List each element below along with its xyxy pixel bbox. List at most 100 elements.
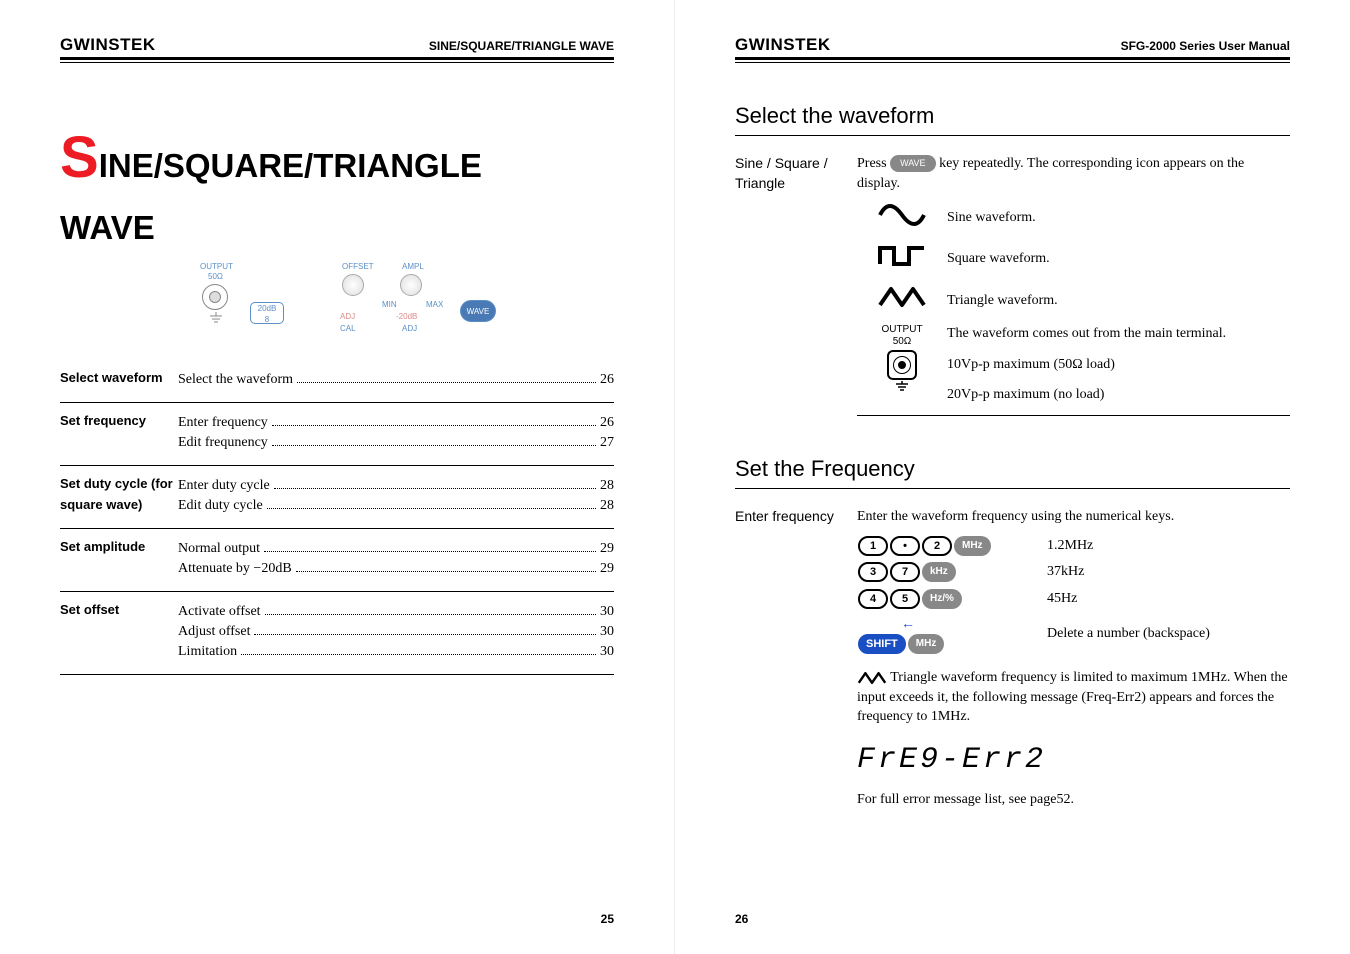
divider	[857, 415, 1290, 416]
toc-text: Limitation	[178, 644, 237, 660]
num-key: 2	[922, 536, 952, 556]
shift-key: SHIFT	[858, 634, 906, 654]
key-sequence: 1•2MHz	[857, 536, 1047, 557]
toc-text: Edit duty cycle	[178, 498, 263, 514]
toc-row: Activate offset30	[178, 604, 614, 620]
toc-row: Enter frequency 26	[178, 415, 614, 431]
brand-logo: GWINSTEK	[735, 35, 831, 55]
triangle-note-icon	[857, 669, 887, 687]
unit-key: MHz	[954, 536, 991, 556]
header-left: GWINSTEK SINE/SQUARE/TRIANGLE WAVE	[60, 35, 614, 60]
block-label: Enter frequency	[735, 507, 857, 810]
wave-desc: Triangle waveform.	[947, 291, 1290, 311]
wave-desc: Sine waveform.	[947, 208, 1290, 228]
toc-page: 28	[600, 498, 614, 514]
unit-key: Hz/%	[922, 589, 962, 609]
bnc-connector-icon	[202, 284, 228, 310]
header-manual-title: SFG-2000 Series User Manual	[1121, 39, 1290, 53]
header-rule	[735, 62, 1290, 63]
toc-row: Edit frequnency 27	[178, 435, 614, 451]
toc-label: Set frequency	[60, 411, 178, 455]
panel-illustration: OUTPUT 50Ω 20dB8 OFFSET ADJ CAL AMPL MIN…	[180, 262, 510, 342]
toc-dots	[264, 551, 596, 552]
block-enter-frequency: Enter frequency Enter the waveform frequ…	[735, 507, 1290, 810]
freq-example-row: 45Hz/% 45Hz	[857, 589, 1290, 610]
toc-row: Attenuate by −20dB29	[178, 561, 614, 577]
m20db-label: -20dB	[396, 312, 417, 321]
num-key: 5	[890, 589, 920, 609]
output-desc: The waveform comes out from the main ter…	[947, 324, 1290, 405]
btn-20db: 20dB8	[250, 302, 284, 324]
toc-items: Select the waveform 26	[178, 368, 614, 392]
mhz-key: MHz	[908, 634, 945, 654]
max-label: MAX	[426, 300, 443, 309]
ground-icon	[210, 312, 222, 326]
toc-group: Set amplitudeNormal output29Attenuate by…	[60, 529, 614, 592]
toc-page: 30	[600, 624, 614, 640]
toc-page: 30	[600, 644, 614, 660]
result-text: 37kHz	[1047, 562, 1084, 582]
toc-row: Normal output 29	[178, 541, 614, 557]
num-key: 4	[858, 589, 888, 609]
block-body: Press WAVE key repeatedly. The correspon…	[857, 154, 1290, 416]
cal-label: CAL	[340, 324, 356, 333]
toc-row: Limitation 30	[178, 644, 614, 660]
block-label: Sine / Square / Triangle	[735, 154, 857, 416]
toc-items: Enter duty cycle28Edit duty cycle28	[178, 474, 614, 518]
num-key: 1	[858, 536, 888, 556]
page-left: GWINSTEK SINE/SQUARE/TRIANGLE WAVE SINE/…	[0, 0, 675, 954]
toc-page: 29	[600, 561, 614, 577]
adj2-label: ADJ	[402, 324, 417, 333]
backspace-arrow-icon: ←	[901, 617, 915, 632]
toc-items: Activate offset30Adjust offset30Limitati…	[178, 600, 614, 664]
key-sequence: 37kHz	[857, 562, 1047, 583]
wave-row-output: OUTPUT50Ω The waveform comes out from th…	[857, 324, 1290, 405]
toc-text: Adjust offset	[178, 624, 250, 640]
toc-dots	[272, 425, 596, 426]
unit-key: kHz	[922, 562, 956, 582]
section-title-select-waveform: Select the waveform	[735, 103, 1290, 136]
result-text: 45Hz	[1047, 589, 1077, 609]
toc-items: Normal output29Attenuate by −20dB29	[178, 537, 614, 581]
toc-dots	[265, 614, 596, 615]
toc-page: 29	[600, 541, 614, 557]
output-terminal-icon: OUTPUT50Ω	[857, 324, 947, 393]
toc-text: Edit frequnency	[178, 435, 268, 451]
toc-text: Activate offset	[178, 604, 261, 620]
toc-dots	[254, 634, 596, 635]
toc-dots	[297, 382, 596, 383]
toc-group: Select waveformSelect the waveform26	[60, 360, 614, 403]
toc-label: Set amplitude	[60, 537, 178, 581]
toc-text: Normal output	[178, 541, 260, 557]
toc-row: Adjust offset 30	[178, 624, 614, 640]
wave-key-icon: WAVE	[890, 155, 936, 172]
wave-button-icon: WAVE	[460, 300, 496, 322]
toc-page: 27	[600, 435, 614, 451]
square-icon	[857, 242, 947, 277]
adj-label: ADJ	[340, 312, 355, 321]
num-key: •	[890, 536, 920, 556]
header-right: GWINSTEK SFG-2000 Series User Manual	[735, 35, 1290, 60]
toc-dots	[296, 571, 596, 572]
toc-page: 28	[600, 478, 614, 494]
output-ohm: 50Ω	[208, 272, 223, 281]
wave-row-triangle: Triangle waveform.	[857, 283, 1290, 318]
toc-dots	[274, 488, 596, 489]
toc-dots	[272, 445, 596, 446]
toc-row: Select the waveform 26	[178, 372, 614, 388]
toc-page: 26	[600, 372, 614, 388]
toc-text: Select the waveform	[178, 372, 293, 388]
wave-desc: Square waveform.	[947, 249, 1290, 269]
toc-text: Enter frequency	[178, 415, 268, 431]
offset-knob-icon	[342, 274, 364, 296]
error-display: FrE9-Err2	[857, 739, 1290, 783]
ampl-label: AMPL	[402, 262, 424, 271]
toc-page: 26	[600, 415, 614, 431]
result-text: Delete a number (backspace)	[1047, 624, 1210, 644]
brand-logo: GWINSTEK	[60, 35, 156, 55]
toc-items: Enter frequency 26 Edit frequnency 27	[178, 411, 614, 455]
wave-row-sine: Sine waveform.	[857, 201, 1290, 236]
triangle-note: Triangle waveform frequency is limited t…	[857, 668, 1290, 727]
title-rest: INE/SQUARE/TRIANGLE	[99, 147, 482, 184]
page-right: GWINSTEK SFG-2000 Series User Manual Sel…	[675, 0, 1350, 954]
